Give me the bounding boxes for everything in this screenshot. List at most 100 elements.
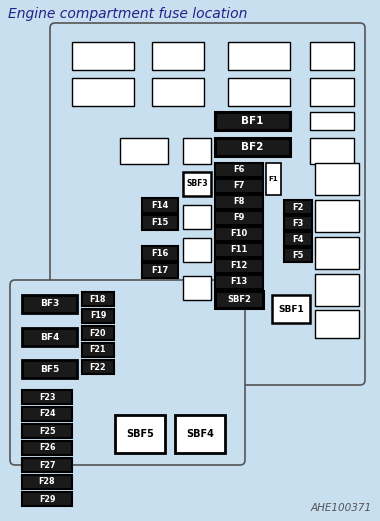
Text: F24: F24 <box>39 410 55 418</box>
Text: SBF3: SBF3 <box>186 180 208 189</box>
Bar <box>120 138 168 164</box>
Bar <box>215 243 263 257</box>
Text: F5: F5 <box>292 251 304 259</box>
Text: F12: F12 <box>230 262 248 270</box>
Text: F19: F19 <box>90 312 106 320</box>
Bar <box>183 238 211 262</box>
Bar <box>183 138 211 164</box>
Text: F29: F29 <box>39 494 55 503</box>
Bar <box>22 475 72 489</box>
Text: F25: F25 <box>39 427 55 436</box>
Bar <box>142 198 178 213</box>
Text: Engine compartment fuse location: Engine compartment fuse location <box>8 7 247 21</box>
Bar <box>284 232 312 246</box>
Bar <box>215 275 263 289</box>
Bar <box>142 263 178 278</box>
FancyBboxPatch shape <box>10 280 245 465</box>
Text: BF5: BF5 <box>40 365 59 374</box>
Bar <box>215 195 263 209</box>
Bar <box>142 246 178 261</box>
Bar <box>215 291 263 308</box>
Bar <box>115 415 165 453</box>
FancyBboxPatch shape <box>50 23 365 385</box>
Bar <box>266 163 281 195</box>
Bar <box>72 42 134 70</box>
Bar <box>22 407 72 421</box>
Text: F1: F1 <box>269 176 278 182</box>
Bar <box>22 441 72 455</box>
Bar <box>315 310 359 338</box>
Text: F10: F10 <box>230 229 248 239</box>
Text: F15: F15 <box>151 218 169 227</box>
Text: AHE100371: AHE100371 <box>311 503 372 513</box>
Bar <box>315 274 359 306</box>
Bar <box>284 248 312 262</box>
Text: F6: F6 <box>233 166 245 175</box>
Bar <box>22 424 72 438</box>
Bar <box>272 295 310 323</box>
Text: F22: F22 <box>90 363 106 371</box>
Bar <box>310 138 354 164</box>
Bar <box>183 276 211 300</box>
Text: F28: F28 <box>39 478 55 487</box>
Bar <box>82 326 114 340</box>
Text: SBF1: SBF1 <box>278 304 304 314</box>
Bar <box>175 415 225 453</box>
Bar <box>22 390 72 404</box>
Text: F17: F17 <box>151 266 169 275</box>
Bar <box>152 42 204 70</box>
Text: SBF4: SBF4 <box>186 429 214 439</box>
Bar <box>228 78 290 106</box>
Bar <box>82 360 114 374</box>
Bar <box>215 138 290 156</box>
Text: BF4: BF4 <box>40 332 59 341</box>
Text: F18: F18 <box>90 294 106 304</box>
Bar <box>315 237 359 269</box>
Text: F3: F3 <box>292 218 304 228</box>
Bar <box>215 112 290 130</box>
Bar <box>22 360 77 378</box>
Text: F13: F13 <box>230 278 248 287</box>
Bar <box>82 343 114 357</box>
Bar <box>215 211 263 225</box>
Text: F23: F23 <box>39 392 55 402</box>
Bar <box>22 295 77 313</box>
Bar <box>284 200 312 214</box>
Text: F4: F4 <box>292 234 304 243</box>
Bar <box>72 78 134 106</box>
Text: BF2: BF2 <box>241 142 264 152</box>
Bar <box>22 492 72 506</box>
Text: F14: F14 <box>151 201 169 210</box>
Bar <box>22 458 72 472</box>
Bar <box>310 42 354 70</box>
Text: F20: F20 <box>90 329 106 338</box>
Bar <box>142 215 178 230</box>
Bar <box>315 200 359 232</box>
Text: SBF5: SBF5 <box>126 429 154 439</box>
Bar <box>183 172 211 196</box>
Bar <box>183 205 211 229</box>
Bar <box>82 292 114 306</box>
Text: F27: F27 <box>39 461 55 469</box>
Text: BF1: BF1 <box>241 116 264 126</box>
Text: F21: F21 <box>90 345 106 354</box>
Bar <box>310 78 354 106</box>
Bar <box>315 163 359 195</box>
Text: F11: F11 <box>230 245 248 254</box>
Text: F26: F26 <box>39 443 55 453</box>
Text: BF3: BF3 <box>40 300 59 308</box>
Bar <box>284 216 312 230</box>
Text: F8: F8 <box>233 197 245 206</box>
Bar <box>82 309 114 323</box>
Text: SBF2: SBF2 <box>227 295 251 304</box>
Bar <box>310 112 354 130</box>
Bar <box>215 179 263 193</box>
Text: F9: F9 <box>233 214 245 222</box>
Bar <box>22 328 77 346</box>
Text: F16: F16 <box>151 249 169 258</box>
Bar <box>228 42 290 70</box>
Bar <box>215 163 263 177</box>
Bar <box>215 259 263 273</box>
Text: F2: F2 <box>292 203 304 212</box>
Text: F7: F7 <box>233 181 245 191</box>
